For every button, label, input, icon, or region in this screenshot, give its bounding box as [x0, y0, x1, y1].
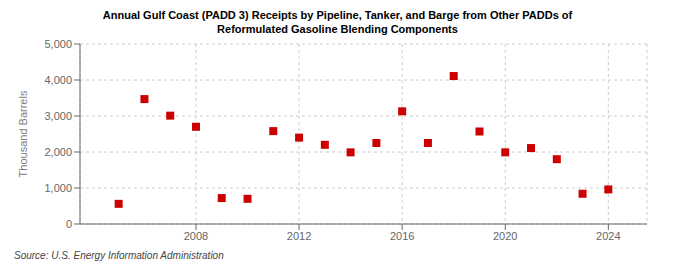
svg-text:2020: 2020 [493, 230, 517, 242]
html-text:Reformulated Gasoline Blending: Reformulated Gasoline Blending Component… [217, 23, 458, 35]
svg-text:4,000: 4,000 [44, 74, 72, 86]
svg-text:2024: 2024 [596, 230, 620, 242]
svg-text:2012: 2012 [287, 230, 311, 242]
svg-text:2016: 2016 [390, 230, 414, 242]
svg-text:0: 0 [66, 218, 72, 230]
html-text:Annual Gulf Coast (PADD 3) Rec: Annual Gulf Coast (PADD 3) Receipts by P… [102, 9, 573, 21]
svg-text:Thousand Barrels: Thousand Barrels [17, 90, 29, 177]
svg-text:2008: 2008 [184, 230, 208, 242]
svg-text:2,000: 2,000 [44, 146, 72, 158]
svg-text:5,000: 5,000 [44, 38, 72, 50]
html-text:Source: U.S. Energy Informatio: Source: U.S. Energy Information Administ… [14, 250, 224, 261]
svg-text:1,000: 1,000 [44, 182, 72, 194]
svg-text:3,000: 3,000 [44, 110, 72, 122]
